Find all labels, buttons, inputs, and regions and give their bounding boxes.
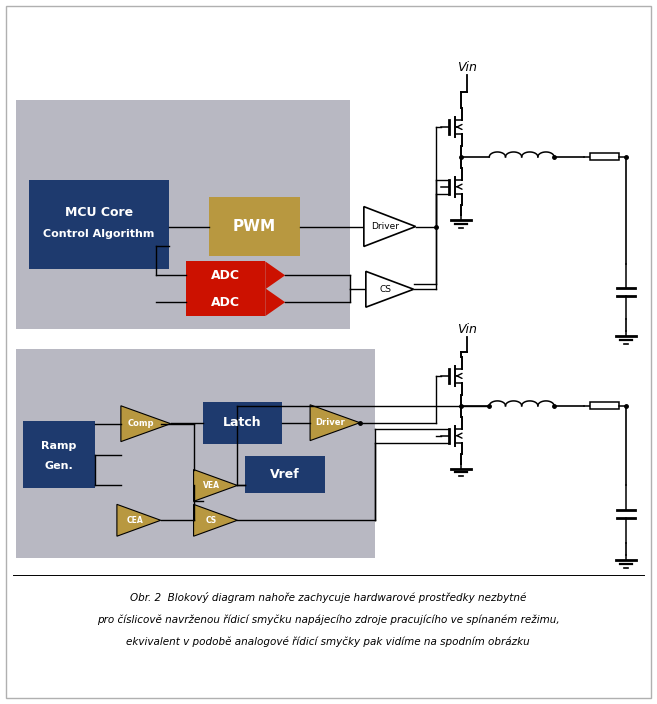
Bar — [245, 455, 325, 494]
Polygon shape — [121, 406, 171, 441]
Text: Ramp: Ramp — [41, 441, 77, 451]
Text: Gen.: Gen. — [45, 460, 74, 470]
Text: Driver: Driver — [315, 418, 345, 427]
Polygon shape — [194, 470, 237, 501]
Text: ekvivalent v podobě analogové řídicí smyčky pak vidíme na spodním obrázku: ekvivalent v podobě analogové řídicí smy… — [126, 636, 530, 647]
Polygon shape — [366, 271, 414, 307]
Text: PWM: PWM — [233, 219, 276, 234]
Text: Vref: Vref — [270, 468, 300, 481]
Text: Vin: Vin — [457, 322, 478, 336]
Text: Driver: Driver — [371, 222, 399, 231]
Bar — [16, 100, 350, 329]
Bar — [23, 421, 95, 489]
Text: CS: CS — [206, 516, 217, 524]
Polygon shape — [194, 504, 237, 536]
Text: MCU Core: MCU Core — [65, 206, 133, 219]
Bar — [202, 402, 283, 444]
Text: Vin: Vin — [457, 61, 478, 74]
Polygon shape — [265, 261, 285, 289]
Bar — [208, 196, 300, 256]
Text: Latch: Latch — [223, 416, 261, 429]
Text: ADC: ADC — [211, 269, 240, 282]
Text: Obr. 2  Blokový diagram nahoře zachycuje hardwarové prostředky nezbytné: Obr. 2 Blokový diagram nahoře zachycuje … — [130, 593, 526, 603]
Text: ADC: ADC — [211, 296, 240, 309]
Bar — [16, 349, 374, 558]
Polygon shape — [310, 405, 360, 441]
Text: CEA: CEA — [126, 516, 143, 524]
Bar — [590, 402, 620, 409]
Bar — [30, 180, 169, 270]
Polygon shape — [364, 206, 416, 246]
Polygon shape — [265, 288, 285, 316]
Text: CS: CS — [380, 284, 392, 294]
Bar — [186, 288, 265, 316]
Text: Comp: Comp — [127, 419, 154, 428]
Polygon shape — [117, 504, 161, 536]
Text: Control Algorithm: Control Algorithm — [43, 230, 154, 239]
Bar — [590, 153, 620, 161]
Text: pro číslicově navrženou řídicí smyčku napájecího zdroje pracujícího ve spínaném : pro číslicově navrženou řídicí smyčku na… — [97, 615, 559, 625]
Bar — [186, 261, 265, 289]
Text: VEA: VEA — [203, 481, 220, 490]
